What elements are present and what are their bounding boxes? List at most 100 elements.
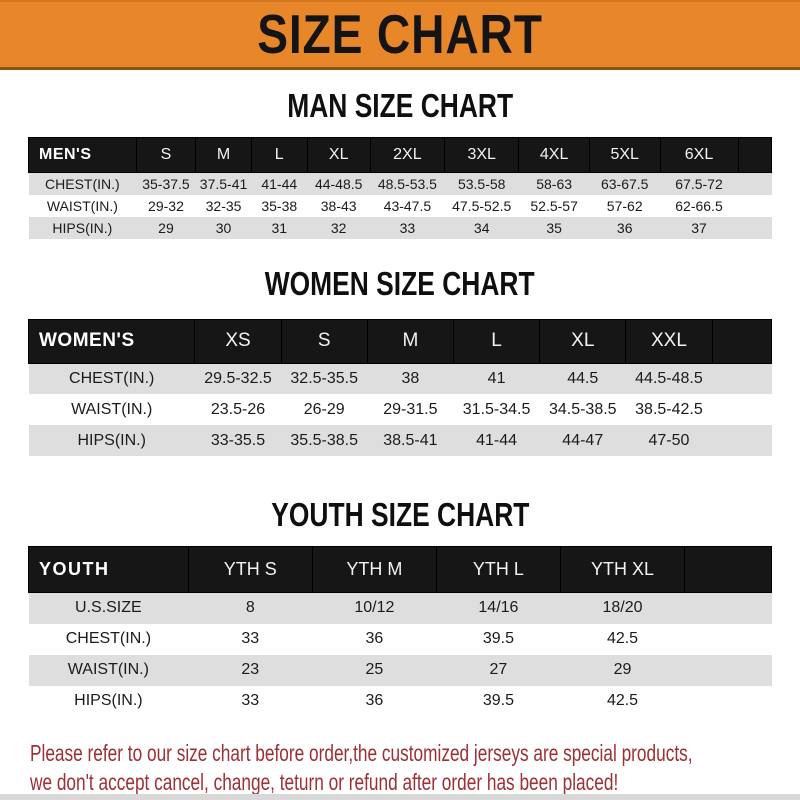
size-header-cell: 6XL (659, 137, 739, 173)
spacer-cell (712, 394, 771, 425)
size-header-cell: L (250, 137, 308, 173)
women-size-table: WOMEN'S XS S M L XL XXL CHEST(IN.) 29.5-… (27, 318, 773, 456)
measure-value-cell: 35 (546, 219, 562, 236)
measure-value-cell: 42.5 (606, 630, 639, 647)
measure-value-cell: 44.5 (567, 369, 599, 387)
youth-section-title: YOUTH SIZE CHART (0, 496, 800, 534)
measure-value-cell: 36 (365, 692, 384, 709)
measure-value-cell: 8 (245, 599, 255, 617)
measure-value-cell: 48.5-53.5 (377, 175, 437, 192)
measure-value-cell: 29 (613, 661, 632, 678)
measure-label-cell: HIPS(IN.) (52, 219, 113, 236)
spacer-cell (685, 593, 772, 624)
youth-hips-row: HIPS(IN.) 33 36 39.5 42.5 (28, 685, 772, 717)
size-header-cell: M (366, 318, 454, 364)
measure-value-cell: 62-66.5 (675, 197, 723, 214)
measure-value-cell: 52.5-57 (530, 197, 578, 214)
measure-value-cell: 34.5-38.5 (548, 400, 617, 418)
men-section-title-text: MAN SIZE CHART (287, 87, 513, 124)
size-header-cell: XL (306, 137, 371, 173)
measure-value-cell: 23 (241, 661, 260, 678)
men-hips-row: HIPS(IN.) 29 30 31 32 33 34 35 36 37 (28, 216, 772, 239)
measure-label-cell: CHEST(IN.) (65, 630, 152, 647)
size-header-cell: S (280, 318, 368, 364)
footer-note-line1: Please refer to our size chart before or… (30, 739, 693, 766)
measure-value-cell: 38.5-41 (383, 431, 438, 449)
measure-label-cell: HIPS(IN.) (74, 692, 143, 709)
spacer-cell (711, 318, 773, 364)
measure-value-cell: 63-67.5 (600, 175, 649, 192)
measure-value-cell: 23.5-26 (210, 400, 266, 418)
measure-value-cell: 29-32 (148, 197, 184, 214)
women-table-label: WOMEN'S (27, 318, 196, 364)
measure-value-cell: 38 (401, 369, 420, 387)
spacer-cell (737, 137, 772, 173)
women-section-title: WOMEN SIZE CHART (0, 265, 800, 303)
measure-value-cell: 26-29 (303, 400, 345, 418)
measure-value-cell: 41-44 (476, 431, 518, 449)
size-header-cell: 5XL (588, 137, 661, 173)
measure-value-cell: 36 (616, 219, 633, 236)
measure-value-cell: 34 (473, 219, 490, 236)
spacer-cell (685, 624, 772, 655)
measure-value-cell: 37 (691, 219, 707, 236)
image-bottom-edge (0, 794, 800, 800)
measure-value-cell: 35-38 (261, 197, 298, 214)
women-section-title-text: WOMEN SIZE CHART (265, 264, 535, 302)
measure-value-cell: 33 (241, 630, 260, 647)
measure-value-cell: 67.5-72 (675, 175, 723, 192)
measure-label-cell: WAIST(IN.) (71, 400, 153, 418)
measure-value-cell: 39.5 (482, 630, 514, 647)
measure-value-cell: 39.5 (482, 692, 514, 709)
spacer-cell (738, 217, 772, 239)
men-header-row: MEN'S S M L XL 2XL 3XL 4XL 5XL 6XL (28, 137, 772, 173)
spacer-cell (738, 195, 772, 217)
youth-section-title-text: YOUTH SIZE CHART (270, 496, 530, 533)
women-chest-row: CHEST(IN.) 29.5-32.5 32.5-35.5 38 41 44.… (28, 363, 772, 394)
measure-value-cell: 58-63 (536, 175, 573, 192)
women-header-row: WOMEN'S XS S M L XL XXL (27, 318, 773, 364)
measure-value-cell: 25 (365, 661, 384, 678)
footer-note-line2: we don't accept cancel, change, teturn o… (30, 768, 619, 795)
size-header-cell: 4XL (518, 137, 590, 173)
measure-value-cell: 32.5-35.5 (290, 369, 358, 387)
men-waist-row: WAIST(IN.) 29-32 32-35 35-38 38-43 43-47… (28, 194, 772, 217)
measure-value-cell: 44.5-48.5 (635, 369, 703, 387)
spacer-cell (712, 363, 771, 394)
measure-value-cell: 47.5-52.5 (452, 197, 512, 214)
measure-value-cell: 38-43 (320, 197, 357, 214)
size-header-cell: S (135, 137, 197, 173)
measure-value-cell: 41 (487, 369, 506, 387)
measure-value-cell: 42.5 (606, 692, 639, 709)
youth-size-table: YOUTH YTH S YTH M YTH L YTH XL U.S.SIZE … (28, 546, 772, 717)
measure-value-cell: 29.5-32.5 (204, 369, 272, 387)
measure-value-cell: 27 (489, 661, 508, 678)
measure-value-cell: 33-35.5 (210, 431, 266, 449)
measure-value-cell: 10/12 (354, 599, 395, 617)
spacer-cell (684, 546, 772, 593)
size-header-cell: M (195, 137, 252, 173)
footer-note: Please refer to our size chart before or… (30, 739, 800, 797)
size-chart-banner: SIZE CHART (0, 0, 800, 70)
measure-label-cell: WAIST(IN.) (67, 661, 149, 678)
size-header-cell: YTH M (311, 546, 437, 593)
measure-value-cell: 44-47 (562, 431, 604, 449)
size-header-cell: XS (194, 318, 282, 364)
spacer-cell (685, 655, 772, 686)
measure-value-cell: 36 (365, 630, 384, 647)
measure-value-cell: 33 (399, 219, 416, 236)
measure-label-cell: HIPS(IN.) (77, 431, 146, 449)
size-header-cell: 3XL (444, 137, 520, 173)
measure-label-cell: CHEST(IN.) (69, 369, 155, 387)
youth-header-row: YOUTH YTH S YTH M YTH L YTH XL (28, 546, 772, 593)
size-header-cell: L (452, 318, 541, 364)
men-section-title: MAN SIZE CHART (0, 87, 800, 125)
measure-value-cell: 37.5-41 (199, 175, 248, 192)
measure-value-cell: 43-47.5 (383, 197, 432, 214)
measure-value-cell: 29 (158, 219, 174, 236)
men-size-table: MEN'S S M L XL 2XL 3XL 4XL 5XL 6XL CHEST… (28, 137, 772, 239)
measure-value-cell: 18/20 (602, 599, 643, 617)
measure-value-cell: 53.5-58 (457, 175, 506, 192)
measure-value-cell: 35.5-38.5 (290, 431, 358, 449)
measure-value-cell: 32-35 (205, 197, 242, 214)
